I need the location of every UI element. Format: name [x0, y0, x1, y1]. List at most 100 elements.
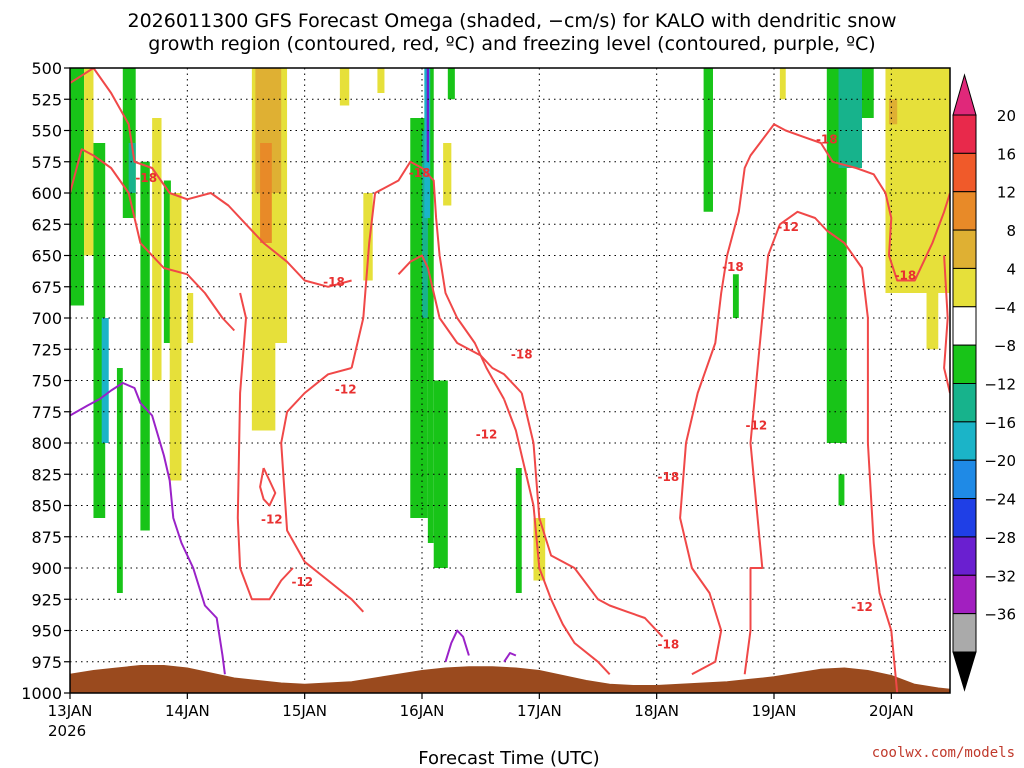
- colorbar: 20 16 12 8 4 −4 −8 −12 −16 −20 −24 −28 −32 −36: [952, 73, 1016, 692]
- colorbar-label-4: 4: [1006, 260, 1016, 278]
- omega-shade-cell-35: [838, 474, 845, 506]
- y-tick-label-850: 850: [31, 497, 62, 516]
- omega-shade-cell-37: [926, 293, 939, 350]
- colorbar-label-5: −4: [994, 299, 1016, 317]
- y-tick-label-600: 600: [31, 184, 62, 203]
- colorbar-swatch-2: [952, 191, 977, 231]
- x-tick-label-7: 20JAN: [869, 702, 914, 720]
- x-tick-label-4: 17JAN: [517, 702, 562, 720]
- contour-label-13: -18: [816, 132, 838, 146]
- y-tick-label-675: 675: [31, 278, 62, 297]
- freezing-level-contour-1: [444, 629, 470, 663]
- contour-label-14: -12: [851, 600, 873, 614]
- contour-label-1: -18: [323, 275, 345, 289]
- y-tick-label-575: 575: [31, 153, 62, 172]
- y-tick-label-500: 500: [31, 59, 62, 78]
- dendritic-contour-line-10: [743, 210, 899, 693]
- omega-shade-cell-8: [152, 118, 162, 381]
- colorbar-label-7: −12: [984, 376, 1016, 394]
- colorbar-top-arrow: [952, 73, 977, 116]
- omega-shade-cell-7: [140, 161, 150, 531]
- omega-shading-layer: [70, 68, 950, 593]
- omega-shade-cell-33: [838, 68, 862, 168]
- x-tick-label-2: 15JAN: [282, 702, 327, 720]
- contour-label-8: -18: [658, 470, 680, 484]
- dendritic-contour-line-8: [520, 392, 664, 638]
- contour-label-2: -12: [335, 382, 357, 396]
- x-tick-label-1: 14JAN: [165, 702, 210, 720]
- omega-shade-cell-30: [732, 274, 739, 318]
- omega-shade-cell-23: [426, 68, 430, 162]
- dendritic-contour-line-7: [397, 254, 523, 394]
- omega-shade-cell-0: [70, 68, 85, 306]
- omega-shade-cell-20: [427, 68, 434, 543]
- dendritic-contour-line-4: [280, 367, 365, 613]
- colorbar-label-3: 8: [1006, 222, 1016, 240]
- dendritic-contour-line-3: [259, 467, 277, 507]
- colorbar-swatch-13: [952, 613, 977, 653]
- omega-shade-cell-1: [84, 68, 94, 256]
- x-tick-label-5: 18JAN: [634, 702, 679, 720]
- omega-shade-cell-16: [339, 68, 350, 106]
- colorbar-label-1: 16: [997, 145, 1016, 163]
- colorbar-swatch-12: [952, 574, 977, 615]
- colorbar-label-11: −28: [984, 529, 1016, 547]
- x-tick-label-6: 19JAN: [752, 702, 797, 720]
- contour-label-15: -18: [895, 269, 917, 283]
- colorbar-swatch-7: [952, 383, 977, 423]
- y-tick-label-900: 900: [31, 559, 62, 578]
- colorbar-swatch-5: [952, 306, 977, 346]
- omega-shade-cell-38: [888, 99, 898, 125]
- y-tick-label-700: 700: [31, 309, 62, 328]
- contour-label-11: -12: [746, 419, 768, 433]
- x-tick-label-3: 16JAN: [400, 702, 445, 720]
- terrain-ground: [70, 665, 950, 693]
- colorbar-swatch-0: [952, 114, 977, 154]
- x-tick-label-0: 13JAN: [48, 702, 93, 720]
- x-axis: 13JAN 14JAN 15JAN 16JAN 17JAN 18JAN 19JAN 20JAN…: [48, 693, 914, 740]
- freezing-level-contour-layer: [70, 382, 517, 675]
- omega-shade-cell-31: [779, 68, 786, 100]
- title-line-2: growth region (contoured, red, ºC) and f…: [148, 33, 875, 55]
- y-tick-label-750: 750: [31, 372, 62, 391]
- contour-label-6: -18: [511, 347, 533, 361]
- omega-shade-cell-6: [128, 143, 136, 193]
- y-tick-label-875: 875: [31, 528, 62, 547]
- colorbar-swatch-9: [952, 459, 977, 500]
- omega-shade-cell-11: [187, 293, 194, 343]
- omega-shade-cell-9: [163, 180, 171, 343]
- omega-shade-cell-26: [443, 143, 452, 206]
- y-axis: 500 525 550 575 600 625 650 675 700 725 750 775 800 8…: [21, 59, 70, 703]
- colorbar-swatch-1: [952, 152, 977, 193]
- dendritic-contour-line-9: [679, 123, 950, 676]
- contour-label-4: -12: [291, 575, 313, 589]
- title-line-1: 2026011300 GFS Forecast Omega (shaded, −…: [128, 10, 897, 32]
- contour-label-12: -12: [777, 220, 799, 234]
- y-tick-label-650: 650: [31, 247, 62, 266]
- dendritic-contour-line-5: [350, 160, 505, 400]
- contour-label-3: -12: [261, 512, 283, 526]
- contour-label-layer: -18 -18 -12 -12 -12 -18 -18 -12 -18 -18 -18 -12 -12 -…: [135, 132, 917, 651]
- colorbar-label-12: −32: [984, 567, 1016, 585]
- colorbar-swatch-3: [952, 229, 977, 269]
- omega-shade-cell-27: [515, 468, 522, 593]
- contour-label-5: -18: [409, 166, 431, 180]
- colorbar-label-2: 12: [997, 184, 1016, 202]
- omega-shade-cell-29: [703, 68, 713, 212]
- contour-label-0: -18: [135, 171, 157, 185]
- colorbar-swatch-11: [952, 536, 977, 576]
- grid-layer: [70, 68, 950, 693]
- omega-shade-cell-25: [447, 68, 455, 100]
- dendritic-contour-line-2: [236, 292, 294, 601]
- omega-shade-cell-3: [101, 318, 109, 443]
- colorbar-label-9: −20: [984, 452, 1016, 470]
- colorbar-swatch-6: [952, 344, 977, 384]
- y-tick-label-725: 725: [31, 340, 62, 359]
- colorbar-label-13: −36: [984, 606, 1016, 624]
- y-tick-label-950: 950: [31, 622, 62, 641]
- omega-shade-cell-14: [260, 143, 272, 243]
- dendritic-contour-line-6: [503, 398, 611, 675]
- y-tick-label-975: 975: [31, 653, 62, 672]
- dendritic-contour-layer: [70, 68, 950, 693]
